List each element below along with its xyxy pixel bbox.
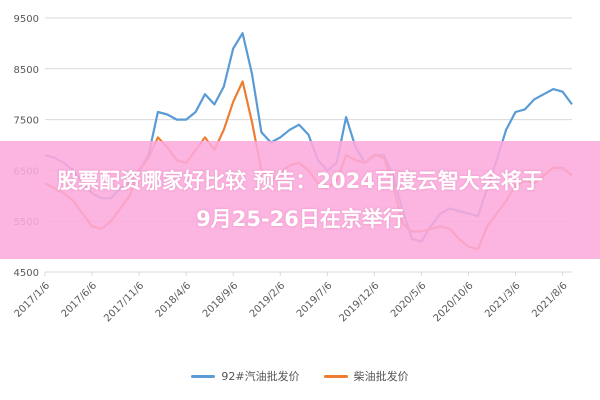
x-tick-label: 2021/3/6 bbox=[483, 280, 523, 320]
promo-overlay-banner: 股票配资哪家好比较 预告：2024百度云智大会将于 9月25-26日在京举行 bbox=[0, 141, 600, 259]
y-tick-label: 7500 bbox=[14, 116, 39, 127]
overlay-line-2: 9月25-26日在京举行 bbox=[196, 207, 404, 231]
x-tick-label: 2020/10/6 bbox=[432, 280, 476, 324]
y-tick-label: 8500 bbox=[14, 65, 39, 76]
x-tick-label: 2021/8/6 bbox=[530, 280, 570, 320]
x-tick-label: 2019/2/6 bbox=[248, 280, 288, 320]
x-tick-label: 2017/6/6 bbox=[60, 280, 100, 320]
legend-label-diesel: 柴油批发价 bbox=[353, 370, 409, 383]
legend-item-gasoline: 92#汽油批发价 bbox=[191, 368, 300, 384]
x-tick-label: 2019/12/6 bbox=[337, 280, 381, 324]
x-tick-label: 2017/1/6 bbox=[13, 280, 53, 320]
legend-swatch-gasoline bbox=[191, 374, 216, 378]
overlay-line-1: 股票配资哪家好比较 预告：2024百度云智大会将于 bbox=[57, 169, 543, 193]
x-tick-label: 2017/11/6 bbox=[102, 280, 146, 324]
legend-label-gasoline: 92#汽油批发价 bbox=[221, 370, 300, 383]
legend-item-diesel: 柴油批发价 bbox=[323, 368, 409, 384]
x-tick-label: 2019/7/6 bbox=[295, 280, 335, 320]
x-tick-label: 2018/9/6 bbox=[201, 280, 241, 320]
x-tick-label: 2020/5/6 bbox=[389, 280, 429, 320]
y-tick-label: 4500 bbox=[14, 268, 39, 279]
x-tick-label: 2018/4/6 bbox=[154, 280, 194, 320]
chart-legend: 92#汽油批发价 柴油批发价 bbox=[0, 362, 600, 390]
x-axis-ticks: 2017/1/6 2017/6/6 2017/11/6 2018/4/6 2018/9/… bbox=[13, 272, 570, 324]
legend-swatch-diesel bbox=[323, 374, 348, 378]
y-tick-label: 9500 bbox=[14, 14, 39, 25]
